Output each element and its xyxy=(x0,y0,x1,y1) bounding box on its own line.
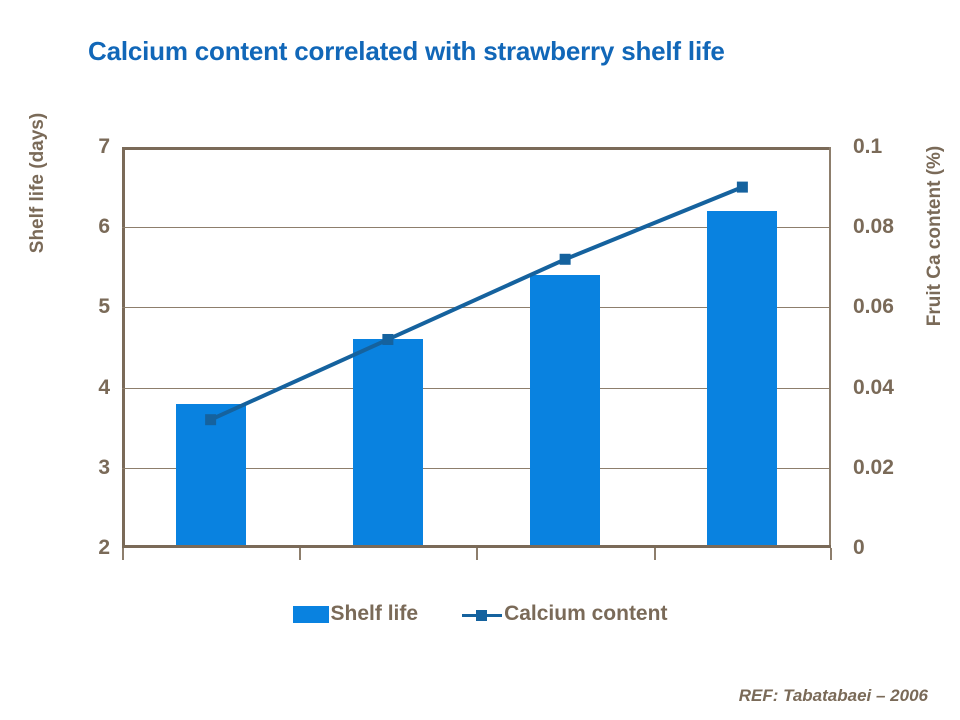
x-axis-tick xyxy=(299,548,301,560)
y-tick-right-5: 0 xyxy=(853,536,865,559)
legend-bar-swatch-icon xyxy=(292,605,329,623)
legend-item-shelf-life[interactable]: Shelf life xyxy=(292,602,419,626)
bar xyxy=(175,403,246,545)
legend-label-calcium-content: Calcium content xyxy=(504,602,668,625)
plot-border-right xyxy=(829,147,831,548)
gridline xyxy=(122,467,831,469)
bar xyxy=(707,211,778,545)
y-axis-right-ticks: 0.1 0.08 0.06 0.04 0.02 0 xyxy=(853,135,923,559)
plot-border-left xyxy=(122,147,125,548)
y-tick-right-4: 0.02 xyxy=(853,455,894,479)
chart-title: Calcium content correlated with strawber… xyxy=(88,36,725,66)
data-point-marker xyxy=(559,253,571,265)
x-axis-tick xyxy=(830,548,832,560)
plot-area xyxy=(122,147,831,548)
legend-label-shelf-life: Shelf life xyxy=(330,602,419,625)
y-tick-left-1: 6 xyxy=(98,215,110,239)
legend-line-swatch-icon xyxy=(462,606,503,623)
y-tick-left-4: 3 xyxy=(98,455,110,479)
y-tick-left-3: 4 xyxy=(98,375,110,399)
reference-note: REF: Tabatabaei – 2006 xyxy=(738,686,928,705)
y-axis-right-title: Fruit Ca content (%) xyxy=(924,145,945,327)
y-tick-right-1: 0.08 xyxy=(853,215,894,239)
data-point-marker xyxy=(736,181,748,193)
y-axis-left-title: Shelf life (days) xyxy=(27,112,48,254)
y-tick-right-0: 0.1 xyxy=(853,135,883,158)
x-axis-tick xyxy=(476,548,478,560)
x-axis-tick xyxy=(654,548,656,560)
x-axis-tick xyxy=(122,548,124,560)
y-tick-left-2: 5 xyxy=(98,295,110,319)
x-axis-line xyxy=(122,545,831,548)
y-tick-right-3: 0.04 xyxy=(853,375,894,399)
plot-border-top xyxy=(122,147,831,150)
chart-legend: Shelf life Calcium content xyxy=(0,602,960,626)
calcium-markers xyxy=(205,181,748,426)
calcium-line-path xyxy=(209,185,744,422)
bar xyxy=(352,339,423,545)
bar xyxy=(530,275,601,545)
y-axis-left-ticks: 7 6 5 4 3 2 xyxy=(70,135,110,559)
y-tick-left-0: 7 xyxy=(98,135,110,158)
y-tick-right-2: 0.06 xyxy=(853,295,894,319)
y-tick-left-5: 2 xyxy=(98,536,110,559)
legend-item-calcium-content[interactable]: Calcium content xyxy=(462,602,667,626)
